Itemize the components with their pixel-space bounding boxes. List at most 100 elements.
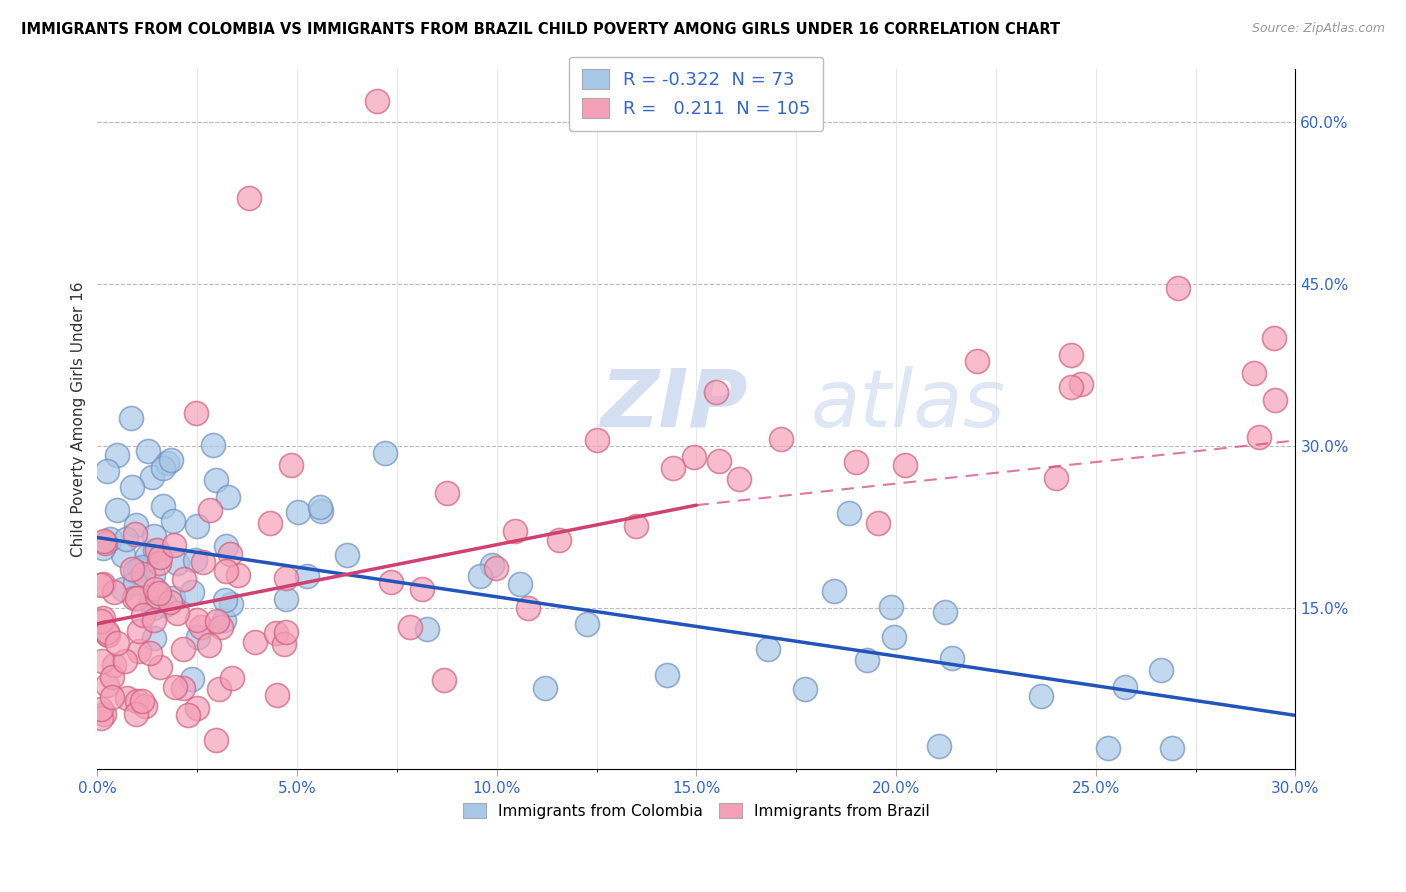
Point bbox=[274, 571, 297, 585]
Point bbox=[98, 532, 121, 546]
Point bbox=[1243, 366, 1265, 380]
Point bbox=[201, 438, 224, 452]
Y-axis label: Child Poverty Among Girls Under 16: Child Poverty Among Girls Under 16 bbox=[72, 281, 86, 557]
Point bbox=[136, 549, 159, 563]
Point bbox=[143, 529, 166, 543]
Point bbox=[103, 585, 125, 599]
Point bbox=[93, 534, 115, 549]
Point bbox=[166, 607, 188, 621]
Point bbox=[845, 455, 868, 469]
Point bbox=[264, 625, 287, 640]
Point bbox=[100, 670, 122, 684]
Point bbox=[534, 681, 557, 695]
Point bbox=[411, 582, 433, 597]
Point bbox=[934, 605, 956, 619]
Point bbox=[124, 575, 146, 590]
Point bbox=[1150, 664, 1173, 678]
Point bbox=[374, 446, 396, 460]
Point bbox=[380, 574, 402, 589]
Legend: Immigrants from Colombia, Immigrants from Brazil: Immigrants from Colombia, Immigrants fro… bbox=[457, 797, 935, 825]
Point bbox=[94, 536, 117, 550]
Point bbox=[706, 384, 728, 399]
Point bbox=[141, 469, 163, 483]
Point bbox=[823, 584, 845, 599]
Point bbox=[214, 613, 236, 627]
Point bbox=[96, 678, 118, 692]
Point bbox=[883, 630, 905, 644]
Point bbox=[115, 532, 138, 546]
Point bbox=[186, 519, 208, 533]
Point bbox=[107, 503, 129, 517]
Point bbox=[769, 432, 792, 446]
Point bbox=[856, 653, 879, 667]
Point bbox=[125, 591, 148, 605]
Point bbox=[191, 555, 214, 569]
Point bbox=[128, 644, 150, 658]
Point bbox=[184, 553, 207, 567]
Point bbox=[139, 646, 162, 660]
Point bbox=[709, 454, 731, 468]
Point bbox=[96, 464, 118, 478]
Point bbox=[509, 576, 531, 591]
Point bbox=[143, 582, 166, 596]
Point bbox=[238, 191, 260, 205]
Point bbox=[1070, 377, 1092, 392]
Point bbox=[655, 667, 678, 681]
Point bbox=[866, 516, 889, 530]
Point bbox=[682, 450, 704, 464]
Point bbox=[228, 568, 250, 582]
Point bbox=[90, 711, 112, 725]
Point bbox=[186, 613, 208, 627]
Point bbox=[259, 516, 281, 530]
Point bbox=[162, 591, 184, 606]
Point bbox=[219, 597, 242, 611]
Point bbox=[966, 353, 988, 368]
Point bbox=[180, 672, 202, 686]
Point bbox=[838, 506, 860, 520]
Point bbox=[585, 433, 607, 447]
Text: IMMIGRANTS FROM COLOMBIA VS IMMIGRANTS FROM BRAZIL CHILD POVERTY AMONG GIRLS UND: IMMIGRANTS FROM COLOMBIA VS IMMIGRANTS F… bbox=[21, 22, 1060, 37]
Point bbox=[148, 556, 170, 570]
Point bbox=[209, 620, 232, 634]
Point bbox=[93, 577, 115, 591]
Point bbox=[1097, 740, 1119, 755]
Point bbox=[97, 627, 120, 641]
Point bbox=[90, 614, 112, 628]
Point bbox=[139, 594, 162, 608]
Text: atlas: atlas bbox=[810, 366, 1005, 444]
Point bbox=[219, 547, 242, 561]
Point bbox=[91, 653, 114, 667]
Point bbox=[215, 539, 238, 553]
Point bbox=[894, 458, 917, 472]
Point bbox=[626, 518, 648, 533]
Point bbox=[941, 651, 963, 665]
Point bbox=[575, 617, 598, 632]
Point bbox=[142, 567, 165, 582]
Point bbox=[105, 636, 128, 650]
Point bbox=[221, 671, 243, 685]
Point bbox=[273, 636, 295, 650]
Point bbox=[415, 622, 437, 636]
Point bbox=[295, 569, 318, 583]
Point bbox=[276, 591, 298, 606]
Point bbox=[1059, 348, 1081, 362]
Point bbox=[93, 707, 115, 722]
Point bbox=[112, 549, 135, 563]
Point bbox=[142, 601, 165, 615]
Point bbox=[187, 630, 209, 644]
Point bbox=[143, 543, 166, 558]
Point bbox=[309, 504, 332, 518]
Point bbox=[243, 634, 266, 648]
Point bbox=[190, 619, 212, 633]
Point bbox=[152, 499, 174, 513]
Point bbox=[1045, 471, 1067, 485]
Point bbox=[287, 505, 309, 519]
Point bbox=[91, 611, 114, 625]
Point bbox=[149, 660, 172, 674]
Point bbox=[131, 694, 153, 708]
Point bbox=[1160, 740, 1182, 755]
Point bbox=[152, 461, 174, 475]
Point bbox=[399, 620, 422, 634]
Point bbox=[214, 565, 236, 579]
Point bbox=[148, 586, 170, 600]
